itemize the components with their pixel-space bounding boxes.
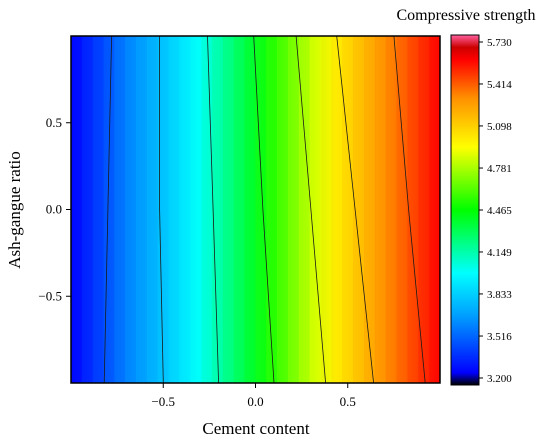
colorbar-tick-label: 5.414	[487, 79, 512, 91]
contour-band	[407, 36, 419, 383]
colorbar-tick-label: 3.200	[487, 373, 512, 385]
contour-band	[418, 36, 430, 383]
colorbar-ticks: 5.730 5.414 5.098 4.781 4.465 4.149 3.833 3.516…	[479, 37, 512, 385]
contour-bands	[71, 36, 440, 383]
contour-band	[212, 36, 224, 383]
contour-band	[255, 36, 267, 383]
contour-band	[157, 36, 170, 383]
contour-band	[244, 36, 257, 383]
colorbar: 5.730 5.414 5.098 4.781 4.465 4.149 3.833 3.516…	[396, 7, 536, 386]
contour-band	[179, 36, 191, 383]
contour-band	[277, 36, 289, 383]
x-tick-label: 0.5	[340, 394, 356, 409]
contour-band	[146, 36, 159, 383]
contour-line	[336, 36, 374, 383]
x-tick-label: −0.5	[151, 394, 175, 409]
contour-band	[125, 36, 137, 383]
contour-line	[207, 36, 219, 383]
contour-band	[385, 36, 398, 383]
contour-band	[331, 36, 343, 383]
contour-line	[103, 36, 112, 383]
contour-band	[190, 36, 202, 383]
contour-band	[320, 36, 333, 383]
contour-band	[222, 36, 235, 383]
contour-band	[233, 36, 246, 383]
y-axis-title: Ash-gangue ratio	[5, 151, 24, 269]
colorbar-tick-label: 3.516	[487, 331, 512, 343]
contour-band	[396, 36, 409, 383]
contour-line	[253, 36, 275, 383]
colorbar-tick-label: 5.098	[487, 121, 512, 133]
contour-band	[71, 36, 83, 383]
colorbar-tick-label: 5.730	[487, 37, 512, 49]
y-tick-label: −0.5	[38, 288, 62, 303]
contour-band	[92, 36, 105, 383]
x-tick-label: 0.0	[247, 394, 263, 409]
contour-band	[353, 36, 365, 383]
colorbar-scale	[451, 35, 479, 385]
contour-band	[342, 36, 354, 383]
contour-band	[81, 36, 94, 383]
contour-band	[374, 36, 387, 383]
contour-band	[309, 36, 322, 383]
contour-band	[364, 36, 376, 383]
plot-area	[70, 35, 441, 384]
y-axis: 0.5 0.0 −0.5	[38, 115, 71, 303]
colorbar-tick-label: 3.833	[487, 289, 512, 301]
contour-band	[168, 36, 181, 383]
colorbar-tick-label: 4.781	[487, 163, 512, 175]
contour-band	[103, 36, 116, 383]
contour-line	[393, 36, 426, 383]
contour-line	[295, 36, 326, 383]
contour-band	[288, 36, 300, 383]
contour-line	[159, 36, 164, 383]
contour-band	[114, 36, 126, 383]
colorbar-title: Compressive strength	[396, 7, 535, 24]
y-tick-label: 0.0	[46, 202, 62, 217]
x-axis: −0.5 0.0 0.5	[151, 383, 356, 409]
contour-band	[298, 36, 311, 383]
x-axis-title: Cement content	[202, 419, 309, 438]
y-tick-label: 0.5	[46, 115, 62, 130]
colorbar-tick-label: 4.465	[487, 205, 512, 217]
contour-band	[266, 36, 278, 383]
contour-band	[136, 36, 148, 383]
contour-band	[201, 36, 213, 383]
contour-lines	[103, 36, 426, 383]
contour-band	[429, 36, 440, 383]
colorbar-tick-label: 4.149	[487, 247, 512, 259]
